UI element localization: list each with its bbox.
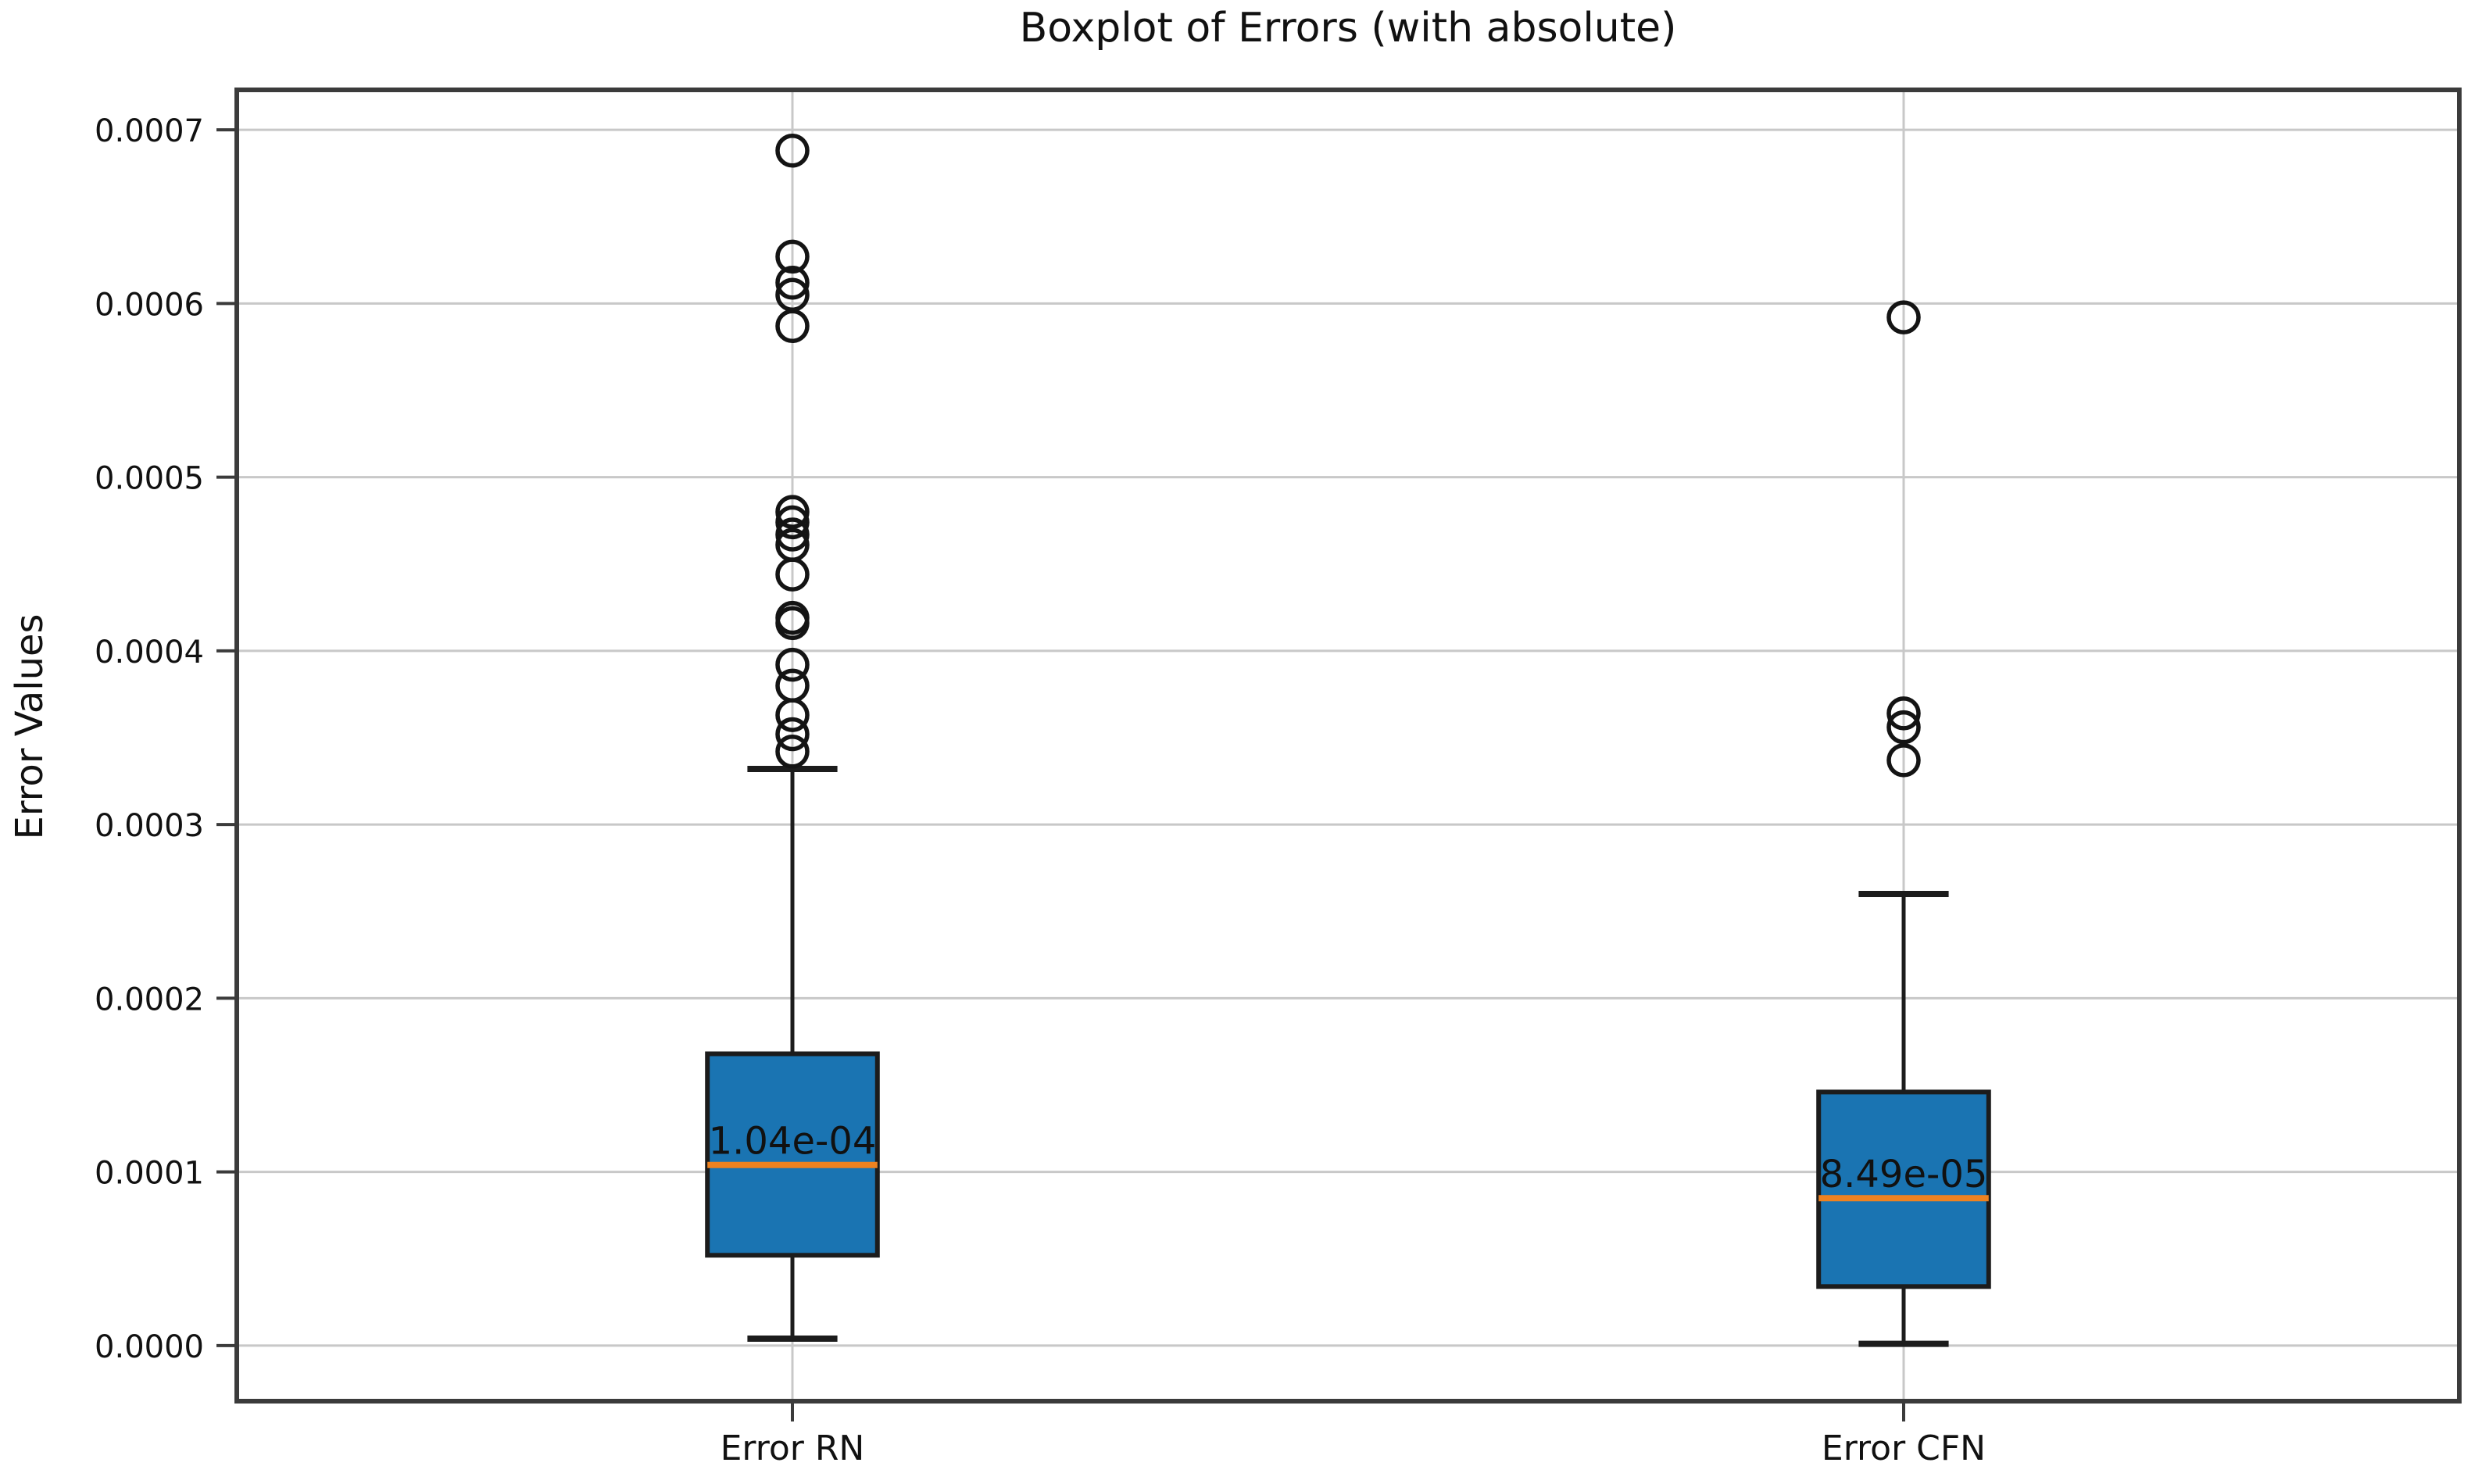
- outlier-point-error-rn: [775, 606, 810, 641]
- y-tick-label: 0.0002: [95, 982, 204, 1017]
- outlier-point-error-cfn: [1886, 743, 1921, 778]
- outlier-point-error-rn: [775, 557, 810, 592]
- plot-border: [234, 88, 2462, 1404]
- outlier-point-error-rn: [775, 735, 810, 769]
- box-error-rn: [705, 1051, 880, 1258]
- y-tick-label: 0.0001: [95, 1156, 204, 1192]
- y-tick-label: 0.0000: [95, 1329, 204, 1365]
- outlier-point-error-rn: [775, 309, 810, 344]
- outlier-point-error-rn: [775, 239, 810, 274]
- box-error-cfn: [1816, 1089, 1991, 1289]
- outlier-point-error-cfn: [1886, 300, 1921, 334]
- outlier-point-error-cfn: [1886, 696, 1921, 731]
- y-tick-label: 0.0003: [95, 808, 204, 844]
- outlier-point-error-rn: [775, 265, 810, 300]
- y-tick-label: 0.0006: [95, 287, 204, 323]
- y-tick-label: 0.0004: [95, 635, 204, 670]
- outlier-point-error-rn: [775, 517, 810, 552]
- x-tick-label: Error CFN: [1822, 1429, 1986, 1468]
- chart-title: Boxplot of Errors (with absolute): [1019, 5, 1677, 52]
- y-tick-label: 0.0005: [95, 461, 204, 497]
- median-annotation-error-rn: 1.04e-04: [709, 1120, 877, 1164]
- outlier-point-error-rn: [775, 134, 810, 168]
- outlier-point-error-rn: [775, 505, 810, 540]
- x-tick-label: Error RN: [721, 1429, 865, 1468]
- outlier-point-error-rn: [775, 647, 810, 682]
- outlier-point-error-rn: [775, 698, 810, 732]
- y-tick-label: 0.0007: [95, 113, 204, 149]
- outlier-point-error-rn: [775, 495, 810, 529]
- median-annotation-error-cfn: 8.49e-05: [1820, 1153, 1988, 1196]
- outlier-point-error-cfn: [1886, 710, 1921, 745]
- outlier-point-error-rn: [775, 717, 810, 752]
